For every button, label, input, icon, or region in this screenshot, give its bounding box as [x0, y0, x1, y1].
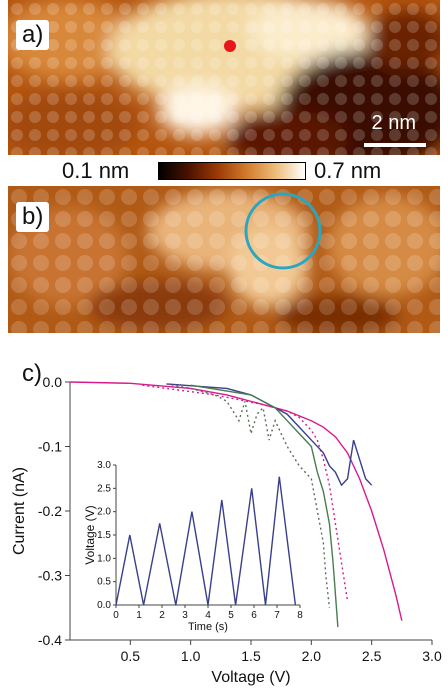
inset-x-tick-label: 8 [297, 610, 303, 621]
x-tick-label: 1.5 [241, 648, 261, 664]
inset-x-tick-label: 5 [228, 610, 234, 621]
chart-axes: 0.5 1.0 1.5 2.0 2.5 3.0 0.0 -0.1 -0.2 -0.3 -0.4 Vol… [11, 374, 442, 686]
scalebar-line [364, 143, 426, 147]
y-tick-label: -0.2 [38, 503, 62, 519]
iv-curve-2 [142, 384, 349, 602]
iv-curve-3 [166, 383, 373, 487]
x-tick-label: 3.0 [422, 648, 442, 664]
stm-image-b-graphic [8, 186, 440, 333]
inset-voltage-trace-1 [115, 476, 297, 606]
inset-x-axis-label: Time (s) [188, 621, 228, 633]
inset-y-tick-label: 3.0 [97, 460, 111, 471]
inset-chart: 0 1 2 3 4 5 6 7 8 0.0 0.5 1.0 1.5 2.0 2.5 3.0 Time (s) Vo… [83, 460, 303, 633]
iv-chart: 0.5 1.0 1.5 2.0 2.5 3.0 0.0 -0.1 -0.2 -0.3 -0.4 Vol… [11, 374, 442, 686]
chart-series [69, 381, 403, 628]
inset-x-tick-label: 6 [251, 610, 257, 621]
inset-y-tick-label: 1.5 [97, 530, 111, 541]
inset-y-tick-label: 0.0 [97, 600, 111, 611]
y-tick-label: -0.1 [38, 439, 62, 455]
inset-x-tick-label: 1 [136, 610, 142, 621]
highlight-circle [244, 192, 322, 270]
colorbar [158, 162, 306, 180]
panel-c-label: c) [22, 360, 42, 387]
x-tick-label: 1.0 [181, 648, 201, 664]
inset-y-tick-label: 0.5 [97, 577, 111, 588]
iv-curve-4 [190, 384, 339, 628]
iv-curve-5 [166, 383, 331, 608]
colorbar-row: 0.1 nm 0.7 nm [0, 156, 448, 186]
y-tick-label: -0.3 [38, 568, 62, 584]
inset-x-tick-label: 3 [182, 610, 188, 621]
colorbar-min-label: 0.1 nm [62, 158, 130, 183]
x-axis-label: Voltage (V) [211, 669, 290, 686]
stm-image-b: b) [8, 186, 440, 333]
x-tick-label: 2.0 [302, 648, 322, 664]
tip-position-marker [224, 40, 236, 52]
inset-x-tick-label: 0 [113, 610, 119, 621]
panel-b-label: b) [16, 202, 50, 232]
stm-image-a: a) 2 nm [8, 0, 440, 155]
inset-x-tick-label: 4 [205, 610, 211, 621]
y-tick-label: 0.0 [43, 374, 63, 390]
stm-image-a-graphic [8, 0, 440, 155]
x-tick-label: 2.5 [362, 648, 382, 664]
scalebar-label: 2 nm [371, 112, 416, 134]
inset-y-tick-label: 2.0 [97, 507, 111, 518]
colorbar-max-label: 0.7 nm [314, 158, 382, 183]
x-tick-label: 0.5 [121, 648, 141, 664]
inset-x-tick-label: 2 [159, 610, 165, 621]
inset-y-tick-label: 2.5 [97, 483, 111, 494]
inset-y-tick-label: 1.0 [97, 553, 111, 564]
inset-y-axis-label: Voltage (V) [83, 505, 97, 564]
inset-x-tick-label: 7 [274, 610, 280, 621]
y-axis-label: Current (nA) [11, 467, 28, 555]
y-tick-label: -0.4 [38, 632, 62, 648]
iv-curve-1 [69, 381, 403, 621]
panel-a-label: a) [16, 20, 50, 50]
